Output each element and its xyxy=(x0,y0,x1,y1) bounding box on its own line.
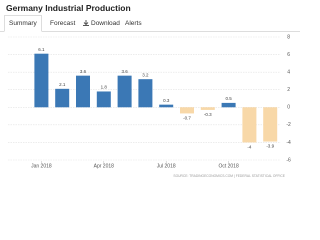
source-note: SOURCE: TRADINGECONOMICS.COM | FEDERAL S… xyxy=(173,174,285,178)
bar xyxy=(138,79,153,108)
data-label: 3.6 xyxy=(80,69,87,74)
y-tick-label: 0 xyxy=(287,105,290,111)
bar xyxy=(221,102,236,108)
bar xyxy=(96,91,111,108)
tab[interactable]: Forecast xyxy=(50,20,76,27)
y-tick-label: -2 xyxy=(286,122,291,128)
bar xyxy=(34,53,49,108)
bar xyxy=(263,107,278,142)
data-label: -4 xyxy=(247,145,251,150)
data-label: 0.5 xyxy=(225,96,232,101)
tab[interactable]: Alerts xyxy=(125,20,142,27)
x-tick-label: Jan 2018 xyxy=(31,163,52,169)
data-label: 2.1 xyxy=(59,82,66,87)
data-label: 6.1 xyxy=(38,47,45,52)
tab[interactable]: Download xyxy=(91,20,120,27)
download-icon xyxy=(83,20,89,26)
y-tick-label: 8 xyxy=(287,34,290,40)
x-tick-label: Oct 2018 xyxy=(218,163,239,169)
y-tick-label: 6 xyxy=(287,52,290,58)
bar xyxy=(242,107,257,143)
bar xyxy=(55,88,70,108)
data-label: -0.7 xyxy=(183,116,191,121)
data-label: 0.3 xyxy=(163,98,170,103)
y-tick-label: 4 xyxy=(287,69,290,75)
data-label: 3.2 xyxy=(142,72,149,77)
y-tick-label: -4 xyxy=(286,140,291,146)
bar xyxy=(117,75,132,108)
page: Germany Industrial Production Summary Fo… xyxy=(0,3,300,178)
tab[interactable]: Summary xyxy=(4,15,42,32)
x-tick-label: Apr 2018 xyxy=(94,163,115,169)
data-label: 3.6 xyxy=(121,69,128,74)
page-title: Germany Industrial Production xyxy=(6,3,131,13)
bar xyxy=(200,107,215,110)
tab-bar: Summary Forecast Download Alerts xyxy=(0,15,300,32)
bar xyxy=(180,107,194,114)
data-label: -3.9 xyxy=(266,144,274,149)
bar xyxy=(76,75,90,108)
y-tick-label: -6 xyxy=(286,157,291,163)
data-label: -0.3 xyxy=(204,112,212,117)
y-tick-label: 2 xyxy=(287,87,290,93)
x-tick-label: Jul 2018 xyxy=(157,163,176,169)
data-label: 1.8 xyxy=(101,85,108,90)
bar xyxy=(159,104,174,108)
